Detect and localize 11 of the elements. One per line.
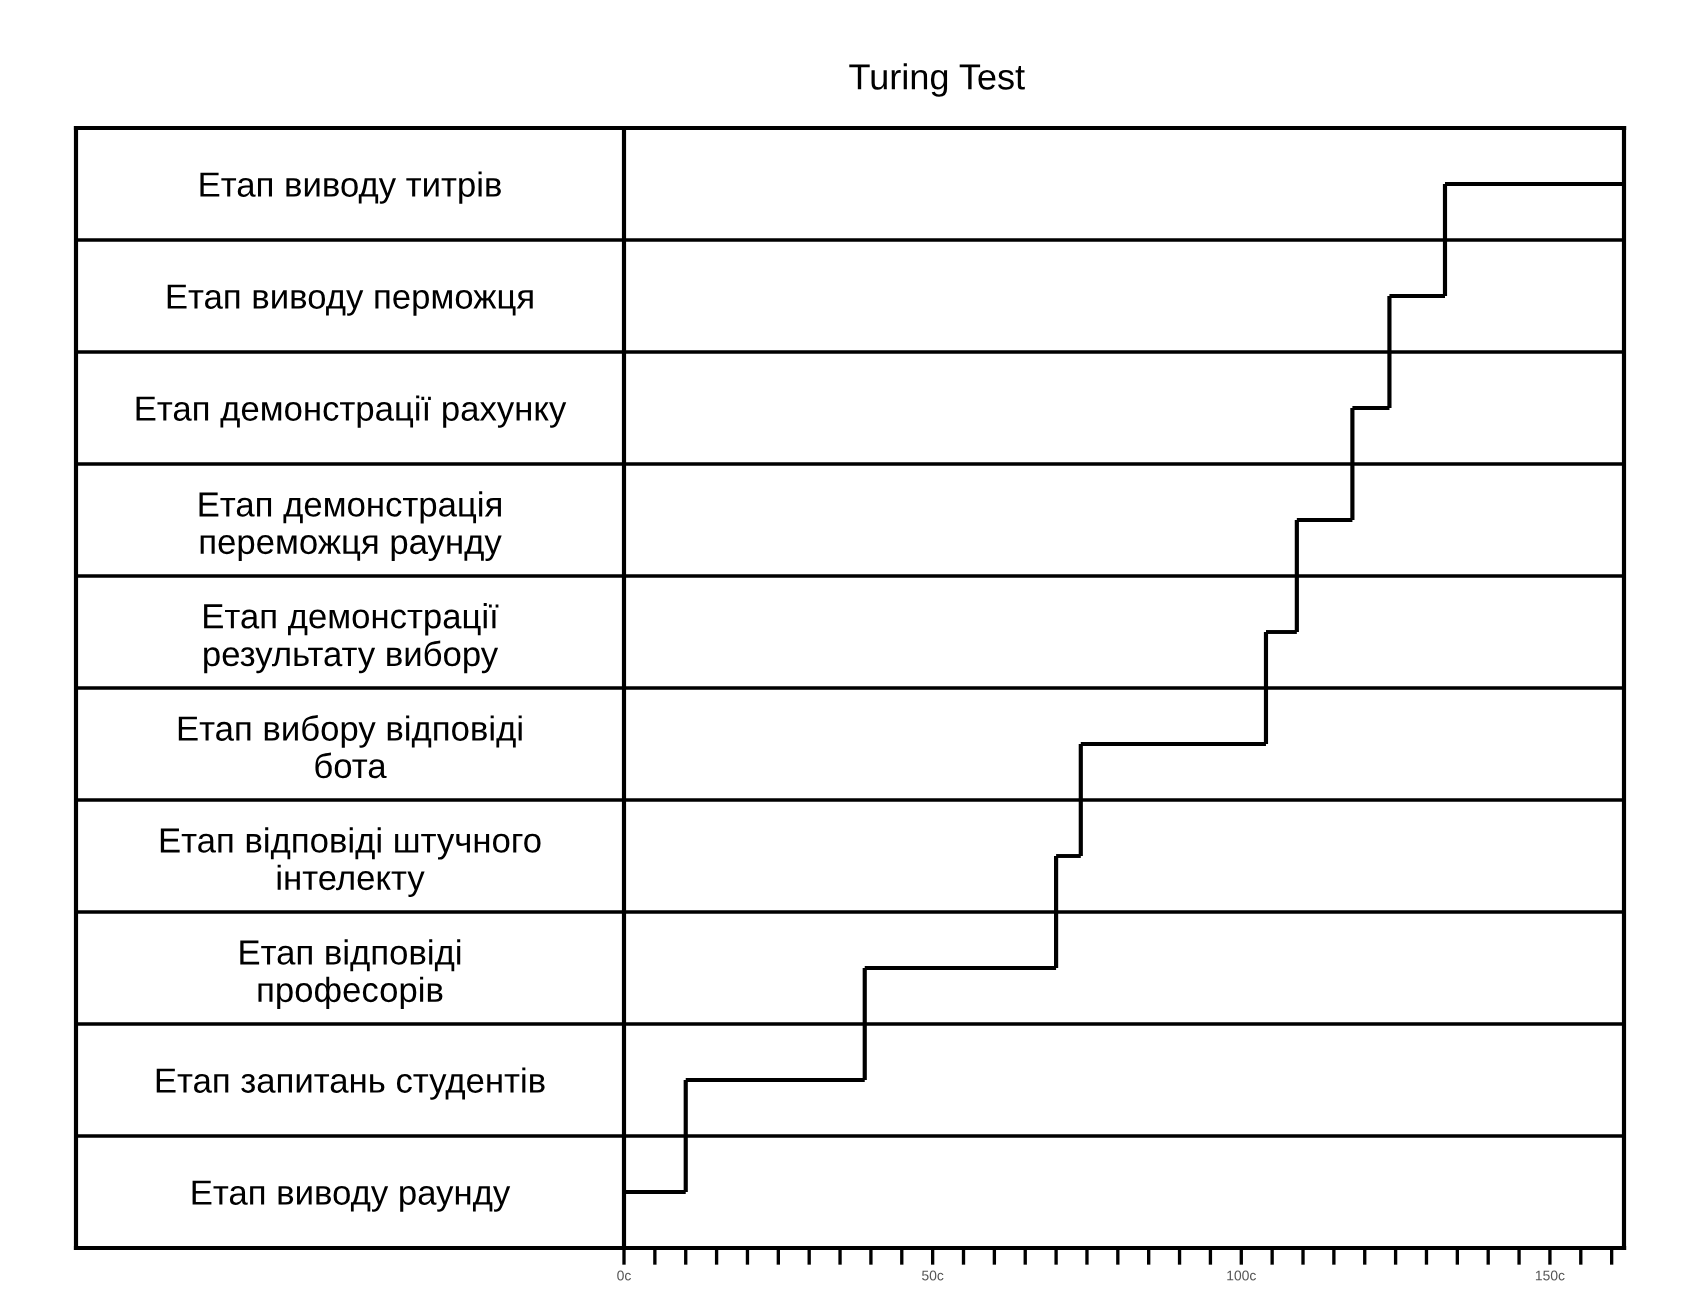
y-tick-label: Етап демонстрація переможця раунду xyxy=(199,491,502,561)
y-tick-label: Етап виводу перможця xyxy=(167,284,533,316)
y-tick-label: Етап відповіді штучного інтелекту xyxy=(160,827,541,897)
y-tick-label: Етап вибору відповіді бота xyxy=(178,715,522,779)
y-tick-label: Етап відповіді професорів xyxy=(240,939,461,1009)
y-tick-label: Етап виводу раунду xyxy=(192,1180,511,1212)
chart-title: Turing Test xyxy=(849,63,1025,97)
y-tick-label: Етап виводу титрів xyxy=(200,171,501,204)
y-tick-label: Етап демонстрації результату вибору xyxy=(204,603,499,674)
y-tick-label: Етап демонстрації рахунку xyxy=(136,395,567,428)
y-tick-label: Етап запитань студентів xyxy=(156,1067,545,1100)
